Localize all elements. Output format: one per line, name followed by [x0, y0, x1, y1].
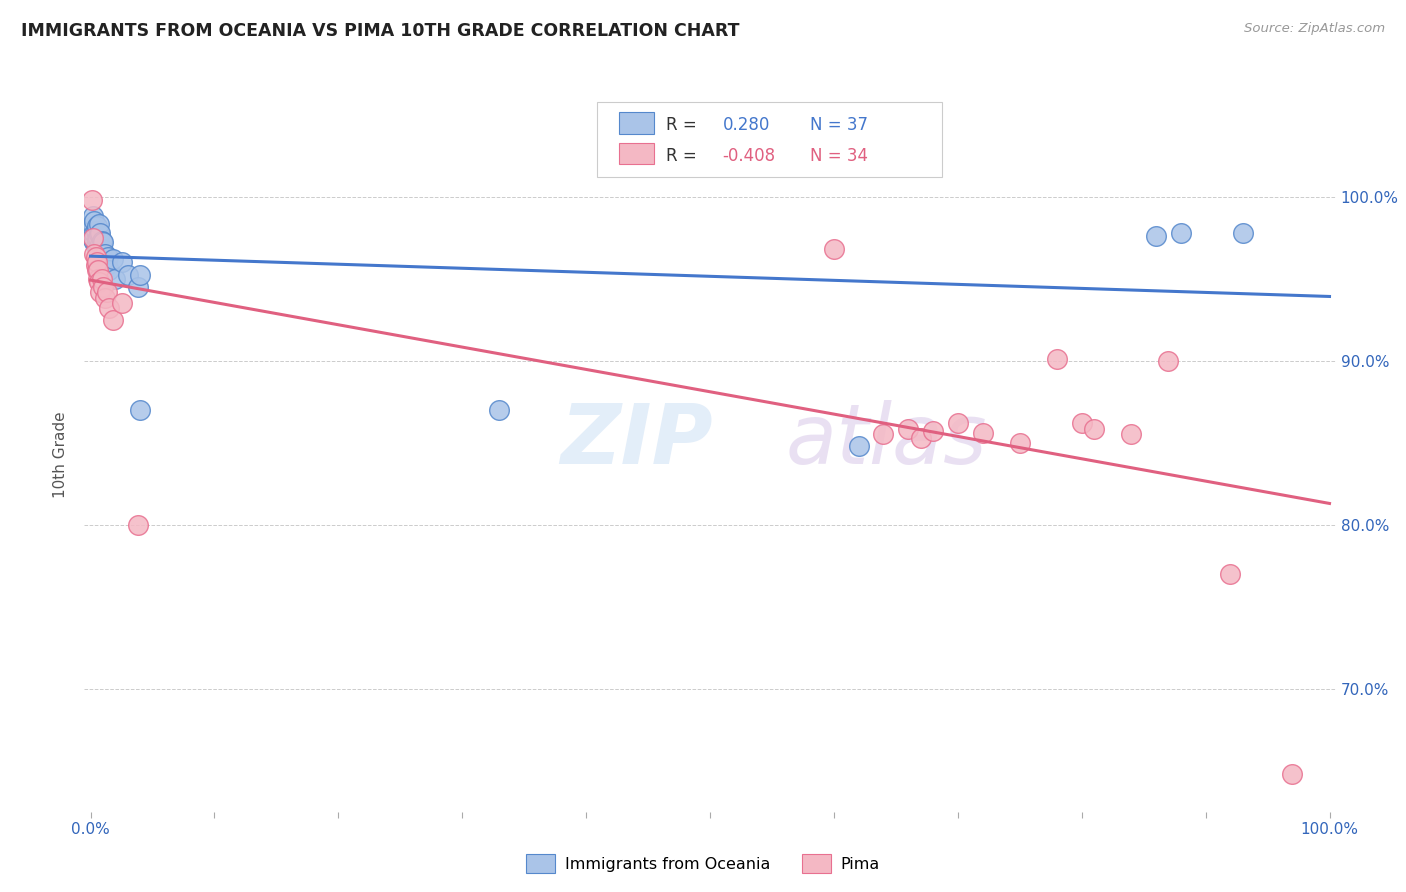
Point	[1232, 226, 1254, 240]
FancyBboxPatch shape	[619, 112, 654, 134]
Point	[1083, 422, 1105, 436]
Point	[104, 271, 127, 285]
Point	[946, 416, 969, 430]
Point	[910, 431, 932, 445]
Text: R =: R =	[666, 147, 697, 165]
Text: IMMIGRANTS FROM OCEANIA VS PIMA 10TH GRADE CORRELATION CHART: IMMIGRANTS FROM OCEANIA VS PIMA 10TH GRA…	[21, 22, 740, 40]
Text: -0.408: -0.408	[723, 147, 776, 165]
Point	[127, 279, 149, 293]
Point	[90, 242, 112, 256]
Point	[86, 232, 108, 246]
FancyBboxPatch shape	[619, 143, 654, 164]
Point	[823, 242, 845, 256]
Text: R =: R =	[666, 116, 697, 134]
Point	[87, 263, 110, 277]
Point	[86, 255, 108, 269]
Point	[110, 296, 132, 310]
Point	[101, 312, 124, 326]
Text: N = 34: N = 34	[810, 147, 868, 165]
Point	[1121, 427, 1143, 442]
Point	[84, 239, 107, 253]
Point	[98, 301, 121, 315]
Point	[87, 242, 110, 256]
Point	[96, 285, 118, 299]
Point	[98, 263, 121, 277]
Point	[83, 235, 105, 250]
Point	[96, 259, 118, 273]
Point	[91, 279, 114, 293]
Point	[1219, 566, 1241, 581]
Point	[80, 230, 103, 244]
Point	[83, 226, 105, 240]
Point	[93, 255, 115, 269]
Point	[84, 259, 107, 273]
Point	[82, 230, 104, 244]
Point	[94, 247, 117, 261]
Point	[1046, 351, 1069, 366]
Point	[89, 285, 111, 299]
Point	[1281, 767, 1303, 781]
Point	[84, 224, 107, 238]
Point	[82, 219, 104, 233]
Text: 0.280: 0.280	[723, 116, 770, 134]
Point	[87, 271, 110, 285]
Point	[97, 250, 120, 264]
Point	[101, 252, 124, 266]
Text: Source: ZipAtlas.com: Source: ZipAtlas.com	[1244, 22, 1385, 36]
Point	[89, 275, 111, 289]
Point	[90, 234, 112, 248]
Point	[129, 268, 152, 283]
Point	[1070, 416, 1092, 430]
Point	[89, 227, 111, 242]
Point	[922, 424, 945, 438]
Point	[90, 271, 112, 285]
Point	[94, 291, 117, 305]
Point	[848, 439, 870, 453]
Point	[86, 219, 108, 233]
Point	[972, 425, 994, 440]
Text: atlas: atlas	[785, 401, 987, 481]
Point	[83, 247, 105, 261]
Legend: Immigrants from Oceania, Pima: Immigrants from Oceania, Pima	[520, 847, 886, 880]
Point	[82, 209, 104, 223]
Point	[80, 193, 103, 207]
Point	[117, 268, 139, 283]
Point	[87, 230, 110, 244]
Text: N = 37: N = 37	[810, 116, 868, 134]
Point	[83, 214, 105, 228]
Point	[1008, 435, 1031, 450]
Point	[91, 247, 114, 261]
Point	[897, 422, 920, 436]
Point	[89, 237, 111, 252]
Point	[1144, 228, 1167, 243]
Text: ZIP: ZIP	[560, 401, 713, 481]
Point	[1170, 226, 1192, 240]
Point	[89, 226, 111, 240]
FancyBboxPatch shape	[598, 102, 942, 177]
Point	[127, 517, 149, 532]
Y-axis label: 10th Grade: 10th Grade	[53, 411, 69, 499]
Point	[89, 218, 111, 232]
Point	[110, 255, 132, 269]
Point	[872, 427, 894, 442]
Point	[86, 263, 108, 277]
Point	[488, 402, 510, 417]
Point	[129, 402, 152, 417]
Point	[1157, 353, 1180, 368]
Point	[84, 250, 107, 264]
Point	[91, 235, 114, 250]
